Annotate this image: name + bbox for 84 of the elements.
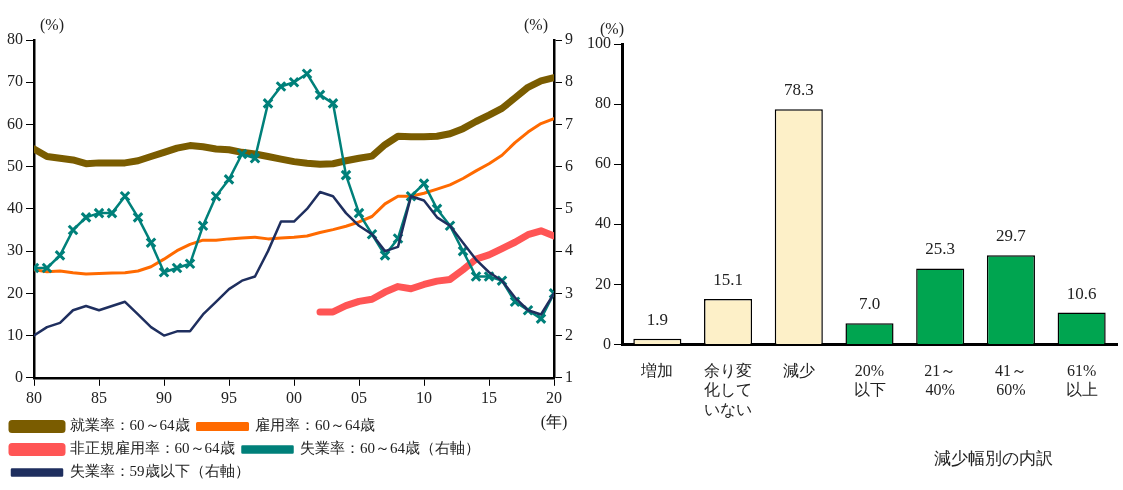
point xyxy=(119,190,131,202)
point xyxy=(327,97,339,110)
point xyxy=(171,262,183,274)
data-label: 29.7 xyxy=(996,226,1027,246)
point xyxy=(132,211,144,224)
x-tick-label: 余り変化していない xyxy=(704,362,753,418)
point xyxy=(54,249,66,262)
data-label: 25.3 xyxy=(925,239,956,259)
x-tick-label: 15 xyxy=(481,388,497,406)
point xyxy=(249,152,261,164)
y-tick-label: 80 xyxy=(595,94,611,112)
x-tick-label: 05 xyxy=(351,388,367,406)
y-tick-label: 0 xyxy=(603,334,611,352)
x-tick-label: 85 xyxy=(91,388,107,406)
y-tick-label: 70 xyxy=(7,72,23,90)
point xyxy=(288,76,300,88)
y-tick-label: 20 xyxy=(595,274,611,292)
point xyxy=(158,266,170,278)
x-tick-label: 95 xyxy=(221,388,237,406)
x-tick-label: 90 xyxy=(156,388,172,406)
legend-label: 失業率：59歳以下（右軸） xyxy=(69,463,250,480)
y-tick-label: 60 xyxy=(595,154,611,172)
data-label: 15.1 xyxy=(713,270,743,290)
y2-axis-title: (%) xyxy=(524,16,548,35)
y-tick-label: 50 xyxy=(7,156,23,174)
point xyxy=(67,224,79,236)
x-tick-label: 20 xyxy=(546,388,562,406)
x-tick-label: 増加 xyxy=(640,362,674,380)
point xyxy=(418,177,430,190)
data-label: 7.0 xyxy=(858,294,881,314)
data-label: 1.9 xyxy=(646,309,668,329)
point xyxy=(301,68,313,80)
point xyxy=(314,89,326,101)
data-label: 10.6 xyxy=(1066,283,1097,303)
y-axis-title: (%) xyxy=(600,20,624,39)
legend-label: 雇用率：60～64歳 xyxy=(255,417,375,434)
y2-tick-label: 5 xyxy=(565,199,573,217)
y2-tick-label: 9 xyxy=(565,30,573,48)
x-tick-label: 00 xyxy=(286,388,302,406)
y2-tick-label: 3 xyxy=(565,283,573,301)
legend-label: 就業率：60～64歳 xyxy=(69,417,190,434)
point xyxy=(470,270,482,283)
y-axis-title: (%) xyxy=(40,16,64,35)
x-tick-label: 21～40% xyxy=(924,362,957,399)
x-tick-label: 20%以下 xyxy=(853,362,886,399)
y-tick-label: 0 xyxy=(15,368,23,385)
point xyxy=(275,80,287,93)
text: 減少幅別の内訳 xyxy=(933,449,1053,469)
y2-tick-label: 8 xyxy=(565,72,573,90)
point xyxy=(41,262,53,274)
point xyxy=(431,203,443,215)
point xyxy=(80,211,92,224)
point xyxy=(106,207,118,219)
x-axis-title: (年) xyxy=(540,413,568,432)
y-tick-label: 80 xyxy=(7,30,23,48)
y-tick-label: 20 xyxy=(7,283,23,301)
point xyxy=(145,236,157,249)
point xyxy=(236,148,248,160)
point xyxy=(340,169,352,181)
x-tick-label: 10 xyxy=(416,388,432,406)
x-tick-label: 減少 xyxy=(782,362,815,380)
y-tick-label: 40 xyxy=(7,199,23,217)
y-tick-label: 30 xyxy=(7,241,23,259)
x-tick-label: 41～60% xyxy=(994,362,1027,399)
data-label: 78.3 xyxy=(783,80,814,100)
x-tick-label: 80 xyxy=(26,388,42,406)
y2-tick-label: 6 xyxy=(565,156,573,174)
point xyxy=(223,173,235,186)
y-tick-label: 60 xyxy=(7,114,23,132)
x-tick-label: 61%以上 xyxy=(1065,362,1098,399)
legend-label: 失業率：60～64歳（右軸） xyxy=(300,440,480,457)
point xyxy=(197,220,209,232)
y2-tick-label: 1 xyxy=(565,368,573,385)
y-tick-label: 10 xyxy=(7,325,23,343)
point xyxy=(93,207,105,219)
point xyxy=(184,258,196,270)
y2-tick-label: 7 xyxy=(565,114,573,132)
y2-tick-label: 4 xyxy=(565,241,573,259)
y-tick-label: 40 xyxy=(595,214,611,232)
point xyxy=(210,190,222,202)
legend-label: 非正規雇用率：60～64歳 xyxy=(69,440,235,457)
point xyxy=(262,97,274,110)
point xyxy=(353,207,365,219)
y2-tick-label: 2 xyxy=(565,325,573,343)
